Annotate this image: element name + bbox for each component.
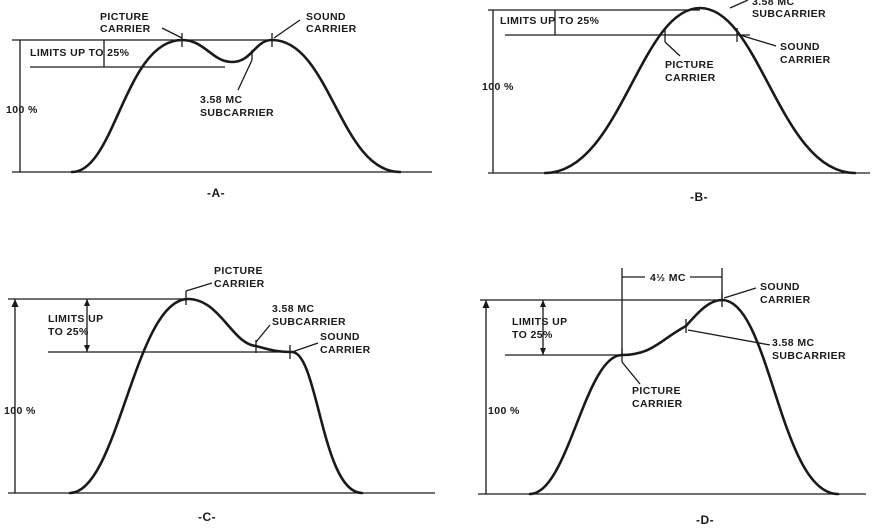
panel-a-limits-label: LIMITS UP TO 25% <box>30 47 130 59</box>
panel-a-subcarrier-label-1: 3.58 MC <box>200 94 242 106</box>
panel-d-spacing-label: 4½ MC <box>650 272 686 284</box>
panel-c-subcarrier-label-2: SUBCARRIER <box>272 316 346 328</box>
panel-b-subcarrier-label-2: SUBCARRIER <box>752 8 826 20</box>
panel-d-sound-leader <box>723 287 757 299</box>
panel-a-picture-label-1: PICTURE <box>100 11 149 23</box>
panel-c-picture-label-2: CARRIER <box>214 278 265 290</box>
panel-a-sound-label-1: SOUND <box>306 11 346 23</box>
panel-c-picture-label-1: PICTURE <box>214 265 263 277</box>
panel-d-subcarrier-leader <box>687 329 771 346</box>
panel-b-picture-label-2: CARRIER <box>665 72 716 84</box>
panel-b-subcarrier-label-1: 3.58 MC <box>752 0 794 8</box>
panel-d-limit-arrowhead-top <box>540 300 546 307</box>
panel-b-subcarrier-leader <box>729 0 749 9</box>
panel-d-limits-label-2: TO 25% <box>512 329 553 341</box>
panel-c-subcarrier-label-1: 3.58 MC <box>272 303 314 315</box>
panel-c-limits-label-1: LIMITS UP <box>48 313 104 325</box>
panel-d-percent-label: 100 % <box>488 405 520 417</box>
panel-c-sound-leader <box>291 342 319 353</box>
panel-b-picture-label-1: PICTURE <box>665 59 714 71</box>
panel-c-limit-arrowhead-top <box>84 299 90 306</box>
panel-d-dimension-arrowhead <box>482 300 490 308</box>
panel-a-subcarrier-label-2: SUBCARRIER <box>200 107 274 119</box>
panel-d-limits-label-1: LIMITS UP <box>512 316 568 328</box>
panel-d-response-curve <box>528 298 840 496</box>
panel-c-subcarrier-leader <box>255 324 271 343</box>
panel-a-subcarrier-leader <box>237 59 253 91</box>
panel-b-sound-leader <box>739 34 777 47</box>
panel-d-picture-label-1: PICTURE <box>632 385 681 397</box>
panel-b: 3.58 MC SUBCARRIER LIMITS UP TO 25% PICT… <box>482 0 870 204</box>
panel-d-sound-label-1: SOUND <box>760 281 800 293</box>
panel-c-limits-label-2: TO 25% <box>48 326 89 338</box>
panel-d-limit-arrowhead-bottom <box>540 348 546 355</box>
panel-d-subcarrier-label-1: 3.58 MC <box>772 337 814 349</box>
panel-a-response-curve <box>70 38 402 174</box>
panel-c-limit-arrowhead-bottom <box>84 345 90 352</box>
panel-c-dimension-arrowhead <box>11 299 19 307</box>
panel-b-limits-label: LIMITS UP TO 25% <box>500 15 600 27</box>
panel-d-picture-leader <box>621 361 641 385</box>
panel-c-percent-label: 100 % <box>4 405 36 417</box>
panel-c-picture-leader <box>185 282 213 292</box>
panel-d: 4½ MC SOUND CARRIER LIMITS UP TO 25% 3.5… <box>478 268 866 527</box>
panel-a: PICTURE CARRIER SOUND CARRIER LIMITS UP … <box>6 11 432 200</box>
panel-c-response-curve <box>68 297 364 495</box>
panel-c: PICTURE CARRIER LIMITS UP TO 25% 3.58 MC… <box>4 265 435 524</box>
panel-a-picture-label-2: CARRIER <box>100 23 151 35</box>
panel-d-sound-label-2: CARRIER <box>760 294 811 306</box>
panel-b-sound-label-1: SOUND <box>780 41 820 53</box>
panel-c-sound-label-1: SOUND <box>320 331 360 343</box>
panel-c-caption: -C- <box>198 510 216 524</box>
panel-d-caption: -D- <box>696 513 714 527</box>
panel-d-picture-label-2: CARRIER <box>632 398 683 410</box>
panel-a-picture-leader <box>161 27 183 39</box>
panel-a-sound-leader <box>273 19 301 39</box>
panel-b-picture-leader <box>664 41 681 57</box>
panel-b-caption: -B- <box>690 190 708 204</box>
panel-b-percent-label: 100 % <box>482 81 514 93</box>
panel-a-percent-label: 100 % <box>6 104 38 116</box>
panel-a-caption: -A- <box>207 186 225 200</box>
panel-c-sound-label-2: CARRIER <box>320 344 371 356</box>
panel-a-sound-label-2: CARRIER <box>306 23 357 35</box>
panel-b-response-curve <box>543 6 857 175</box>
panel-d-subcarrier-label-2: SUBCARRIER <box>772 350 846 362</box>
panel-b-sound-label-2: CARRIER <box>780 54 831 66</box>
